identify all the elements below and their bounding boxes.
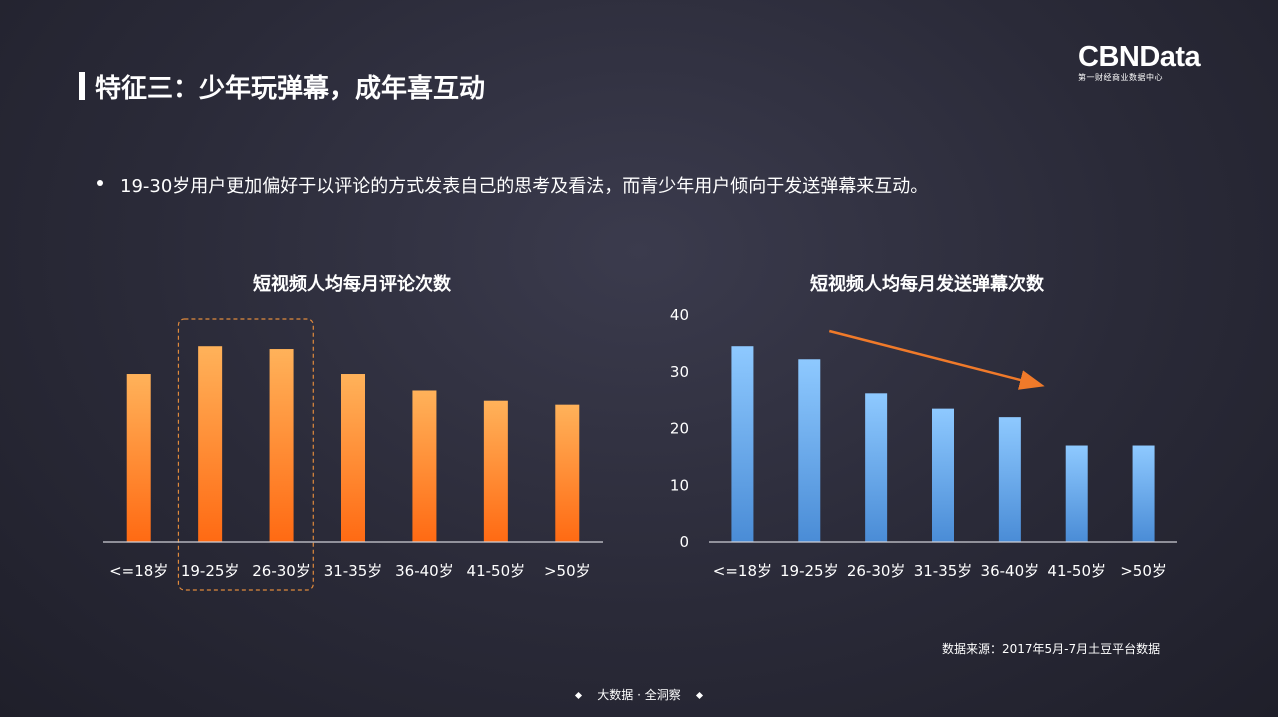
- page-title: 特征三：少年玩弹幕，成年喜互动: [95, 74, 486, 104]
- chart2-bar-4: [998, 417, 1021, 542]
- footer-text: 大数据 · 全洞察: [597, 688, 681, 702]
- chart2-xtick-3: 31-35岁: [914, 562, 973, 580]
- chart1-bar-0: [126, 374, 151, 542]
- chart2-xtick-2: 26-30岁: [847, 562, 906, 580]
- chart1-xtick-1: 19-25岁: [181, 562, 240, 580]
- data-source: 数据来源：2017年5月-7月土豆平台数据: [942, 642, 1161, 656]
- chart1-bar-4: [412, 390, 437, 542]
- chart1-xtick-3: 31-35岁: [324, 562, 383, 580]
- chart1-bar-6: [555, 404, 580, 542]
- chart2-ytick-2: 20: [670, 420, 689, 438]
- chart1-xtick-4: 36-40岁: [395, 562, 454, 580]
- chart2-trend-arrow-icon: [828, 329, 1045, 390]
- chart1-xtick-6: >50岁: [544, 562, 591, 580]
- chart1-highlight-box: [177, 318, 314, 591]
- chart2-ytick-3: 30: [670, 363, 689, 381]
- chart2-xtick-0: <=18岁: [713, 562, 772, 580]
- chart2-xtick-6: >50岁: [1120, 562, 1167, 580]
- logo-subtitle: 第一财经商业数据中心: [1078, 73, 1163, 82]
- chart1-title: 短视频人均每月评论次数: [253, 274, 451, 295]
- chart2-ytick-1: 10: [670, 476, 689, 494]
- chart1-xtick-5: 41-50岁: [467, 562, 526, 580]
- bullet-text: 19-30岁用户更加偏好于以评论的方式发表自己的思考及看法，而青少年用户倾向于发…: [120, 176, 929, 197]
- chart2-bar-6: [1132, 445, 1155, 542]
- chart2-ytick-0: 0: [679, 533, 689, 551]
- footer-diamond-right-icon: [695, 691, 703, 700]
- chart2-bar-5: [1065, 445, 1088, 542]
- brand-logo: CBNData 第一财经商业数据中心: [1078, 41, 1201, 83]
- chart2-bar-1: [798, 359, 821, 542]
- chart1-bar-2: [269, 349, 294, 542]
- chart2-title: 短视频人均每月发送弹幕次数: [810, 274, 1044, 295]
- footer: 大数据 · 全洞察: [0, 686, 1278, 703]
- chart2-bar-0: [731, 346, 754, 542]
- footer-diamond-left-icon: [575, 691, 583, 700]
- logo-wordmark: CBNData: [1078, 41, 1201, 73]
- chart2-xtick-5: 41-50岁: [1047, 562, 1106, 580]
- chart2-bar-2: [865, 393, 888, 542]
- chart1-bar-1: [198, 346, 223, 542]
- chart1-xtick-2: 26-30岁: [252, 562, 311, 580]
- chart1-xtick-0: <=18岁: [109, 562, 168, 580]
- bullet-dot: [97, 180, 103, 186]
- title-accent-bar: [79, 72, 85, 100]
- chart2-xtick-4: 36-40岁: [981, 562, 1040, 580]
- chart2-bar-3: [932, 408, 954, 542]
- chart1-bar-3: [341, 374, 365, 542]
- chart1-bar-5: [483, 400, 508, 542]
- chart2-ytick-4: 40: [670, 306, 689, 324]
- chart2-xtick-1: 19-25岁: [780, 562, 839, 580]
